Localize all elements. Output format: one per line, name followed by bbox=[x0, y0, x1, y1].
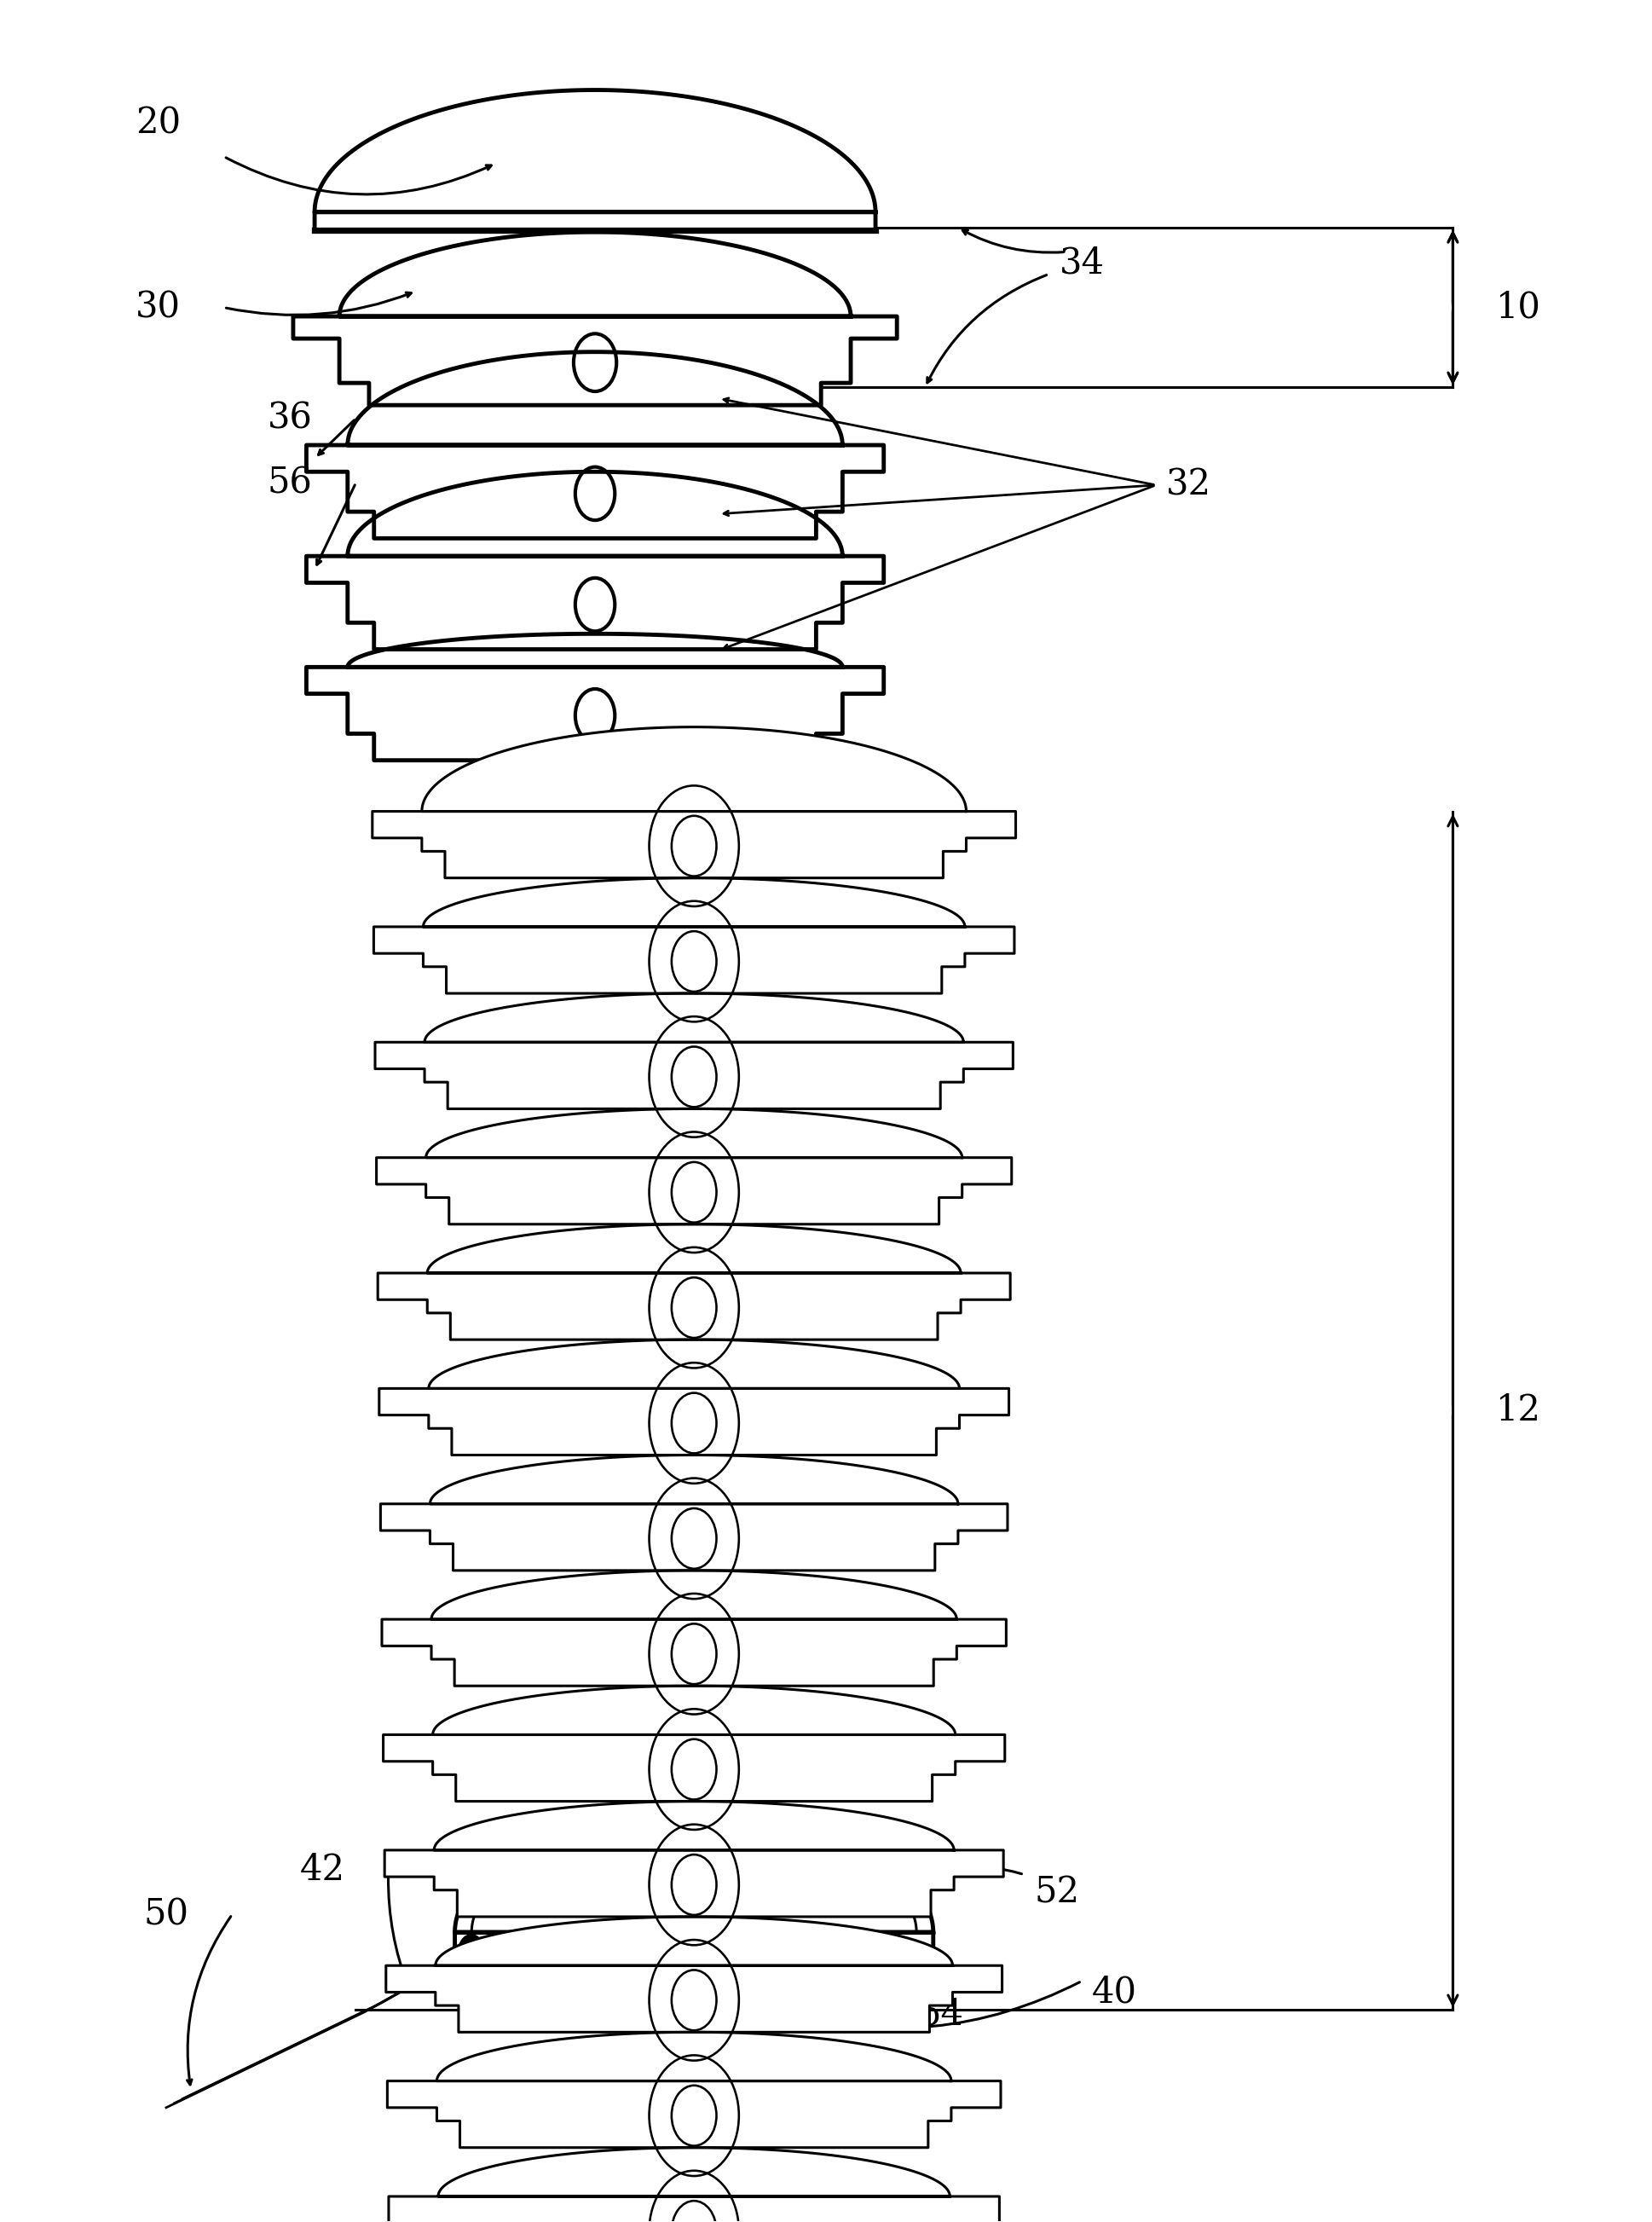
Polygon shape bbox=[380, 1340, 1009, 1455]
Polygon shape bbox=[454, 1818, 933, 1973]
Polygon shape bbox=[385, 1802, 1003, 1918]
Polygon shape bbox=[377, 1109, 1011, 1224]
Text: 20: 20 bbox=[135, 104, 180, 142]
Text: 52: 52 bbox=[1034, 1875, 1080, 1911]
Text: 50: 50 bbox=[144, 1898, 188, 1933]
Polygon shape bbox=[387, 1918, 1003, 2033]
Polygon shape bbox=[388, 2149, 999, 2222]
Text: 10: 10 bbox=[1497, 289, 1541, 324]
Text: 56: 56 bbox=[268, 464, 312, 500]
Polygon shape bbox=[306, 633, 884, 760]
Polygon shape bbox=[373, 878, 1014, 993]
Text: 30: 30 bbox=[135, 289, 180, 324]
Text: 34: 34 bbox=[1059, 244, 1104, 280]
Polygon shape bbox=[378, 1224, 1011, 1340]
Text: 12: 12 bbox=[1497, 1393, 1541, 1429]
Polygon shape bbox=[314, 89, 876, 229]
Polygon shape bbox=[375, 993, 1013, 1109]
Circle shape bbox=[458, 1935, 484, 1971]
Circle shape bbox=[847, 1935, 874, 1971]
Polygon shape bbox=[292, 231, 897, 404]
Polygon shape bbox=[306, 471, 884, 649]
Polygon shape bbox=[387, 2033, 1001, 2149]
Polygon shape bbox=[306, 351, 884, 538]
Text: 32: 32 bbox=[1166, 467, 1211, 502]
Polygon shape bbox=[382, 1571, 1006, 1686]
Text: 14: 14 bbox=[704, 2058, 750, 2095]
Text: 36: 36 bbox=[268, 400, 312, 436]
Text: 42: 42 bbox=[301, 1853, 345, 1889]
Polygon shape bbox=[383, 1686, 1004, 1802]
Text: 40: 40 bbox=[1092, 1975, 1137, 2011]
Polygon shape bbox=[372, 727, 1016, 878]
Polygon shape bbox=[380, 1455, 1008, 1571]
Text: 54: 54 bbox=[919, 1998, 965, 2033]
